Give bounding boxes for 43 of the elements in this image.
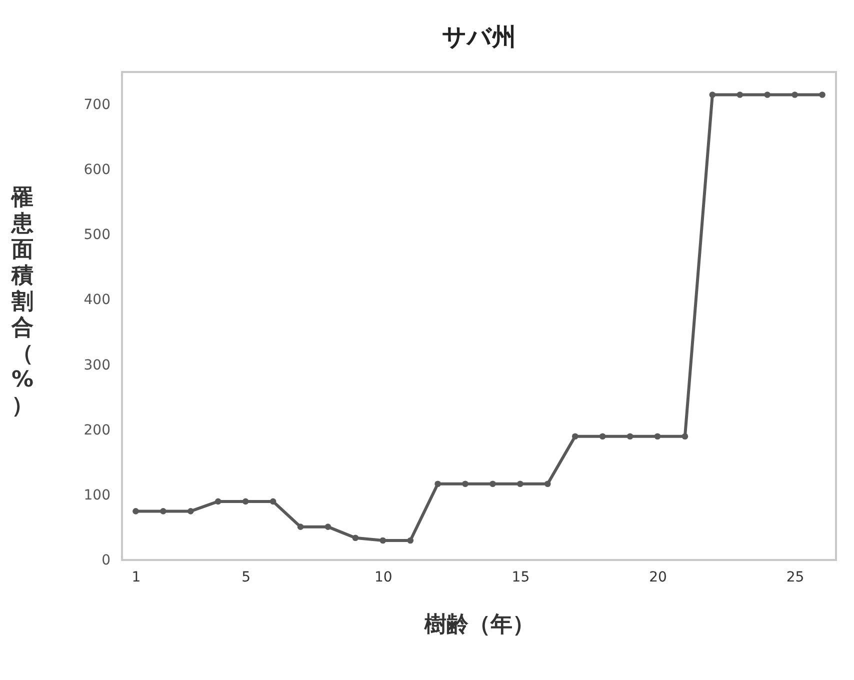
text: 罹患面積割合（%）: [11, 186, 34, 418]
point: [490, 480, 496, 488]
y-tick-label: 200: [84, 422, 110, 438]
x-tick-label: 5: [242, 570, 251, 586]
x-axis-title: 樹齢（年）: [424, 612, 534, 638]
y-tick-label: 100: [84, 487, 110, 504]
point: [544, 480, 551, 488]
point: [242, 498, 249, 505]
point: [462, 480, 468, 488]
y-tick-label: 0: [102, 552, 110, 568]
point: [682, 433, 688, 440]
point: [214, 498, 222, 505]
point: [764, 92, 771, 98]
point: [572, 433, 578, 440]
point: [270, 498, 276, 505]
x-tick-label: 10: [374, 570, 392, 586]
x-tick-label: 25: [786, 570, 804, 586]
point: [517, 480, 524, 488]
point: [352, 534, 359, 542]
point: [434, 480, 441, 488]
chart-title: サバ州: [442, 23, 516, 51]
point: [709, 92, 716, 98]
point: [380, 537, 386, 544]
point: [654, 433, 661, 440]
point: [297, 524, 304, 530]
point: [187, 508, 194, 514]
point: [626, 433, 634, 440]
point: [599, 433, 606, 440]
y-tick-label: 700: [84, 97, 110, 114]
point: [819, 92, 826, 98]
x-tick-label: 15: [512, 570, 530, 586]
point: [407, 537, 414, 544]
x-tick-label: 1: [132, 570, 141, 586]
y-tick-label: 300: [84, 357, 110, 374]
x-tick-label: 20: [649, 570, 667, 586]
y-tick-label: 400: [84, 292, 110, 308]
point: [792, 92, 798, 98]
point: [160, 508, 166, 514]
point: [736, 92, 744, 98]
y-tick-label: 500: [84, 227, 110, 244]
point: [324, 524, 332, 530]
point: [132, 508, 139, 514]
y-tick-label: 600: [84, 162, 110, 178]
